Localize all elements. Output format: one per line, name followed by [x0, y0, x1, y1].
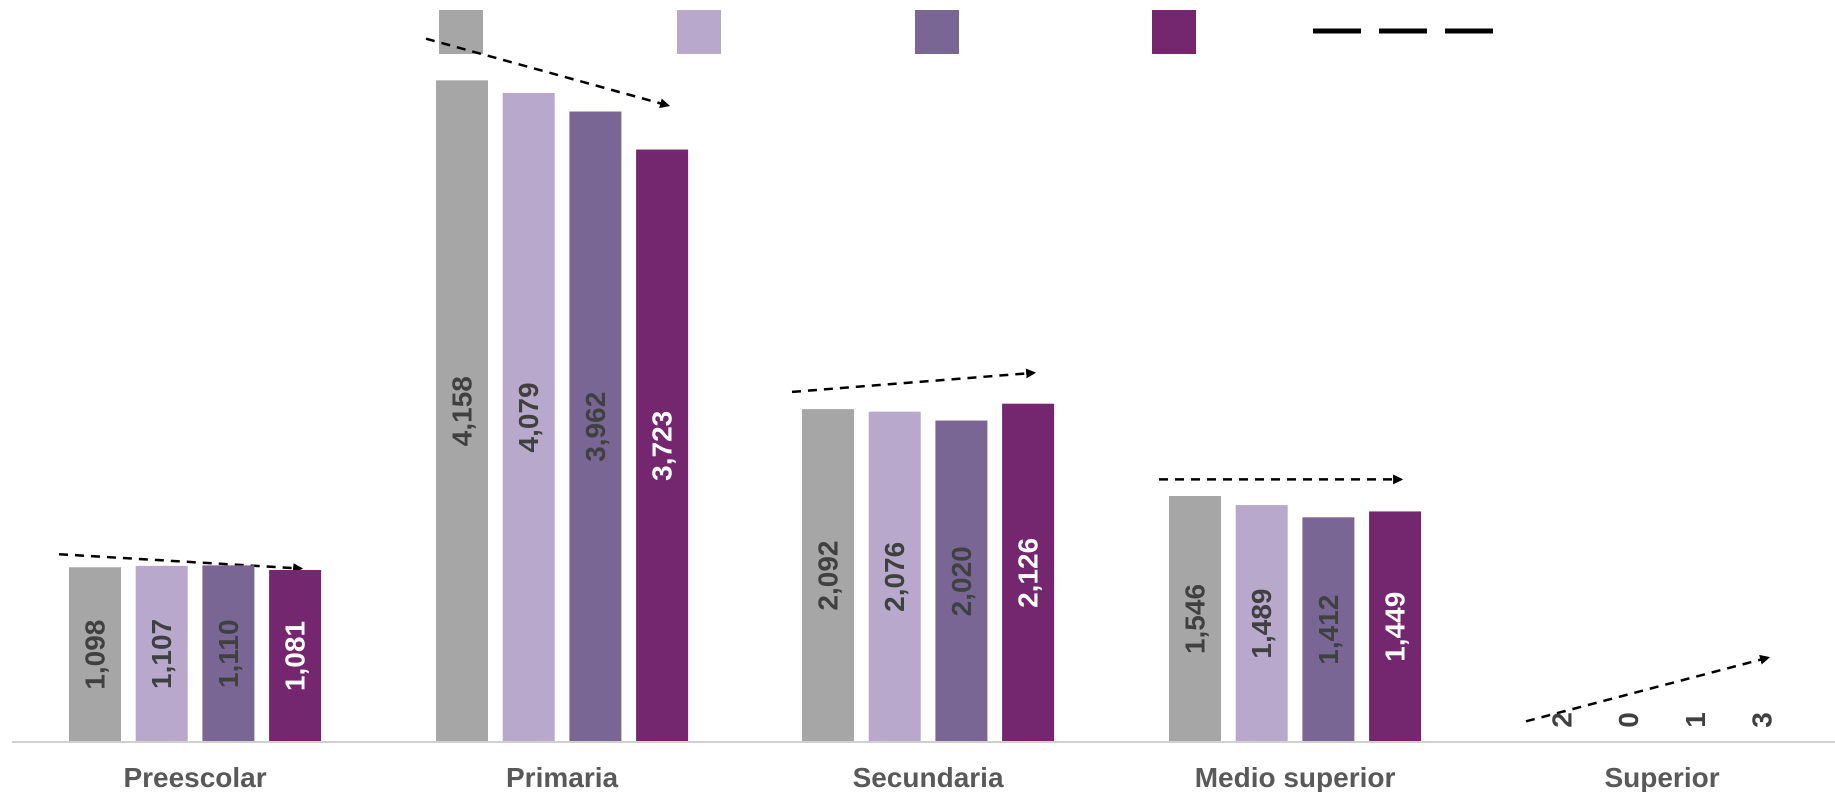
bar-preescolar-4 [269, 569, 322, 742]
value-label: 1,081 [280, 621, 311, 691]
value-label: 2,076 [879, 542, 910, 612]
value-label: 2,020 [946, 546, 977, 616]
trend-arrow [425, 37, 671, 109]
category-labels: Preescolar Primaria Secundaria Medio superi… [123, 762, 1719, 792]
value-label: 1,107 [146, 619, 177, 689]
value-label: 1,546 [1180, 584, 1211, 654]
legend-swatch-1 [439, 10, 483, 54]
value-label: 1 [1680, 712, 1711, 728]
category-label: Preescolar [123, 762, 266, 792]
trend-arrows [58, 37, 1771, 723]
bar-secundaria-2 [868, 411, 921, 742]
bar-secundaria-4 [1002, 403, 1055, 742]
value-label: 2,126 [1013, 538, 1044, 608]
value-label: 3,962 [580, 392, 611, 462]
bar-primaria-1 [436, 80, 488, 743]
bar-medio-superior-2 [1235, 505, 1288, 742]
bar-series [69, 80, 1422, 743]
category-label: Medio superior [1195, 762, 1396, 792]
value-label: 2,092 [813, 541, 844, 611]
legend-swatch-2 [677, 10, 721, 54]
category-label: Primaria [506, 762, 618, 792]
bar-secundaria-3 [935, 420, 988, 742]
bar-medio-superior-1 [1169, 495, 1221, 742]
trend-arrow [791, 368, 1037, 394]
value-label: 3 [1747, 712, 1778, 728]
value-label: 4,158 [447, 376, 478, 446]
value-label: 1,489 [1246, 588, 1277, 658]
bar-preescolar-1 [69, 567, 121, 742]
chart-legend [439, 10, 1494, 54]
legend-swatch-3 [915, 10, 959, 54]
bar-primaria-4 [636, 149, 689, 743]
category-label: Superior [1604, 762, 1719, 792]
value-label: 1,110 [213, 619, 244, 688]
bar-primaria-3 [569, 111, 622, 743]
value-label: 2 [1547, 712, 1578, 728]
value-labels: 1,098 1,107 1,110 1,081 4,158 4,079 3,962 3,723… [80, 376, 1778, 728]
bar-secundaria-1 [802, 409, 854, 742]
bar-preescolar-3 [202, 565, 255, 742]
category-label: Secundaria [853, 762, 1004, 792]
value-label: 1,449 [1380, 592, 1411, 662]
trend-arrow [58, 552, 304, 574]
bar-medio-superior-4 [1369, 511, 1422, 742]
bar-preescolar-2 [135, 565, 188, 742]
value-label: 0 [1613, 712, 1644, 728]
legend-swatch-4 [1152, 10, 1196, 54]
bar-medio-superior-3 [1302, 517, 1355, 742]
bar-primaria-2 [502, 92, 555, 742]
value-label: 1,412 [1313, 595, 1344, 665]
trend-arrow [1525, 654, 1771, 723]
value-label: 4,079 [513, 382, 544, 452]
value-label: 3,723 [647, 411, 678, 481]
value-label: 1,098 [80, 620, 111, 690]
